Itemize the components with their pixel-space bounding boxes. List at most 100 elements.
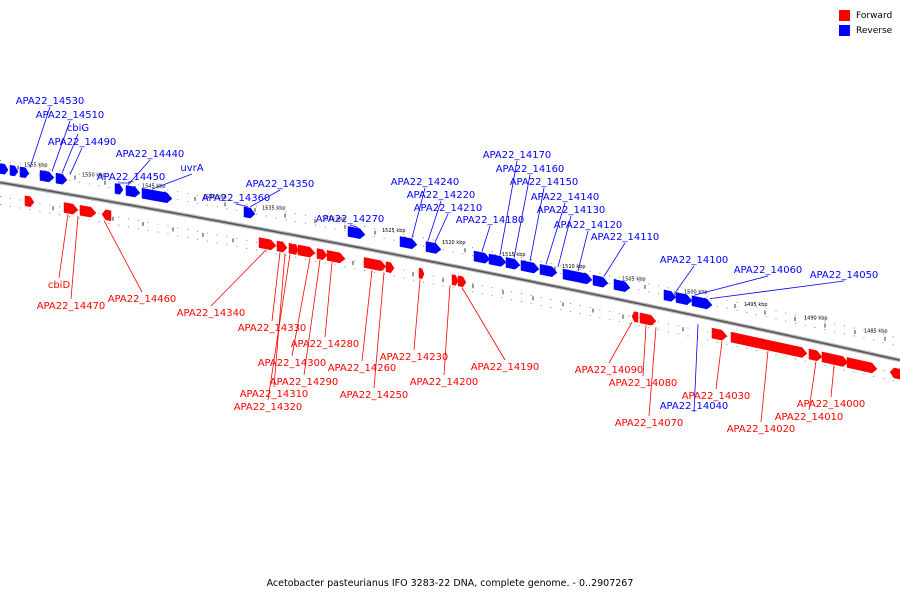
gene-leader-line xyxy=(413,279,421,351)
gene-leader-line xyxy=(577,230,589,272)
gene-leader-line xyxy=(608,321,633,364)
forward-gene-arrow xyxy=(730,331,808,358)
gene-label: APA22_14300 xyxy=(258,358,327,369)
genome-backbone xyxy=(0,181,900,361)
gene-label: APA22_14160 xyxy=(496,164,565,175)
forward-gene-arrow xyxy=(363,257,387,272)
kbp-tick-label: 1500 kbp xyxy=(684,289,708,295)
gene-leader-line xyxy=(693,324,699,413)
gene-leader-line xyxy=(808,361,817,411)
gene-label: APA22_14020 xyxy=(727,424,796,435)
reverse-gene-arrow xyxy=(488,253,507,267)
reverse-gene-arrow xyxy=(0,163,9,175)
gene-label: APA22_14240 xyxy=(391,177,460,188)
gene-label: APA22_14100 xyxy=(660,255,729,266)
gene-leader-line xyxy=(69,147,83,175)
gene-leader-line xyxy=(693,275,769,296)
gene-label: APA22_14510 xyxy=(36,110,105,121)
gene-leader-line xyxy=(103,220,143,293)
gene-label: APA22_14250 xyxy=(340,390,409,401)
gene-leader-line xyxy=(434,213,449,243)
gene-leader-line xyxy=(271,252,281,322)
forward-gene-arrow xyxy=(101,209,112,222)
gene-leader-line xyxy=(235,203,249,207)
reverse-gene-arrow xyxy=(691,295,713,310)
reverse-gene-arrow xyxy=(539,263,558,277)
forward-gene-arrow xyxy=(889,367,900,380)
figure-caption: Acetobacter pasteurianus IFO 3283-22 DNA… xyxy=(266,578,634,589)
gene-leader-line xyxy=(760,351,769,423)
gene-leader-line xyxy=(648,327,657,417)
gene-label: APA22_14050 xyxy=(810,270,879,281)
reverse-gene-arrow xyxy=(675,292,693,306)
gene-label: cbiD xyxy=(48,280,71,291)
gene-leader-line xyxy=(715,341,723,390)
gene-leader-line xyxy=(267,254,291,401)
forward-label: Forward xyxy=(856,10,893,21)
gene-label: APA22_14360 xyxy=(202,193,271,204)
forward-gene-arrow xyxy=(846,357,878,374)
gene-label: uvrA xyxy=(180,163,203,174)
forward-gene-arrow xyxy=(631,311,639,323)
kbp-tick-label: 1555 kbp xyxy=(24,163,48,169)
gene-label: APA22_14090 xyxy=(575,365,644,376)
gene-label: APA22_14170 xyxy=(483,150,552,161)
gene-leader-line xyxy=(58,214,69,279)
forward-gene-arrow xyxy=(297,244,316,258)
gene-label: APA22_14440 xyxy=(116,149,185,160)
forward-gene-arrow xyxy=(316,248,328,260)
gene-label: APA22_14280 xyxy=(291,339,360,350)
forward-gene-arrow xyxy=(292,243,299,255)
reverse-gene-arrow xyxy=(565,269,593,285)
reverse-gene-arrow xyxy=(9,164,19,177)
forward-gene-arrow xyxy=(711,327,728,341)
forward-gene-arrow xyxy=(457,275,467,288)
gene-leader-line xyxy=(361,269,373,362)
gene-label: APA22_14010 xyxy=(775,412,844,423)
gene-leader-line xyxy=(481,225,491,252)
gene-label: APA22_14260 xyxy=(328,363,397,374)
gene-leader-line xyxy=(51,120,71,172)
gene-leader-line xyxy=(349,224,359,228)
kbp-tick-label: 1490 kbp xyxy=(804,315,828,321)
gene-label: APA22_14080 xyxy=(609,378,678,389)
forward-gene-arrow xyxy=(79,205,97,218)
gene-leader-line xyxy=(603,242,626,277)
reverse-label: Reverse xyxy=(856,25,893,36)
reverse-gene-arrow xyxy=(55,172,68,185)
forward-gene-arrow xyxy=(385,261,395,273)
forward-gene-arrow xyxy=(418,267,425,279)
gene-label: APA22_14110 xyxy=(591,232,660,243)
gene-leader-line xyxy=(557,215,572,268)
reverse-gene-arrow xyxy=(505,257,521,270)
gene-label: APA22_14000 xyxy=(797,399,866,410)
kbp-tick-label: 1545 kbp xyxy=(142,183,166,189)
reverse-gene-arrow xyxy=(473,250,491,264)
reverse-gene-arrow xyxy=(141,188,173,204)
kbp-tick-label: 1540 kbp xyxy=(203,194,227,200)
gene-label: APA22_14040 xyxy=(660,401,729,412)
gene-label: APA22_14530 xyxy=(16,96,85,107)
gene-label: APA22_14470 xyxy=(37,301,106,312)
gene-leader-line xyxy=(324,262,333,338)
gene-leader-line xyxy=(70,215,79,300)
gene-label: APA22_14310 xyxy=(240,389,309,400)
kbp-tick-label: 1535 kbp xyxy=(262,205,286,211)
gene-leader-line xyxy=(303,260,321,376)
gene-leader-line xyxy=(513,174,531,259)
gene-leader-line xyxy=(499,160,518,256)
gene-label: APA22_14140 xyxy=(531,192,600,203)
gene-label: APA22_14120 xyxy=(554,220,623,231)
kbp-tick-label: 1510 kbp xyxy=(562,264,586,270)
gene-label: APA22_14210 xyxy=(414,203,483,214)
gene-leader-line xyxy=(545,202,566,265)
legend-forward: Forward xyxy=(839,8,899,23)
forward-gene-arrow xyxy=(821,351,849,367)
gene-label: APA22_14320 xyxy=(234,402,303,413)
gene-label: APA22_14070 xyxy=(615,418,684,429)
kbp-tick-label: 1550 kbp xyxy=(82,173,106,179)
gene-label: cbiG xyxy=(67,123,89,134)
gene-leader-line xyxy=(29,106,51,168)
reverse-gene-arrow xyxy=(613,279,631,292)
reverse-gene-arrow xyxy=(425,241,442,254)
